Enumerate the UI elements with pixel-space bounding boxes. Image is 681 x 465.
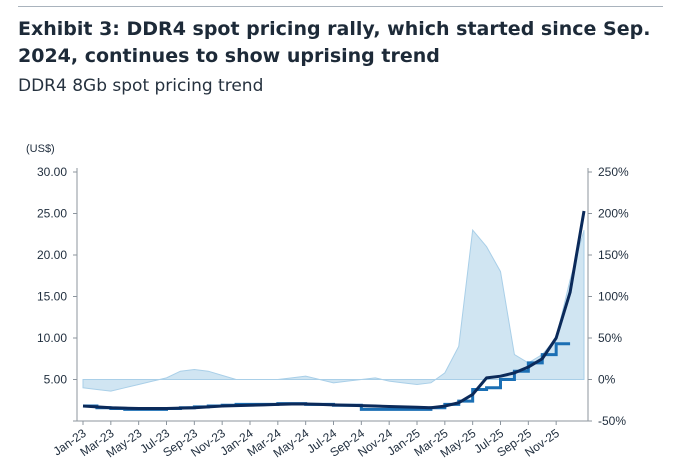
y-tick-label: 15.00 <box>37 290 67 304</box>
chart-subtitle: DDR4 8Gb spot pricing trend <box>18 76 264 96</box>
exhibit-title: Exhibit 3: DDR4 spot pricing rally, whic… <box>18 18 651 67</box>
spot-price-line <box>82 210 586 411</box>
y2-tick-label: 250% <box>598 165 629 179</box>
axes <box>73 168 592 425</box>
y2-tick-label: 150% <box>598 248 629 262</box>
y2-tick-label: 100% <box>598 290 629 304</box>
yoy-area-layer <box>82 228 585 392</box>
y-tick-label: 10.00 <box>37 331 67 345</box>
y2-tick-label: 0% <box>598 373 616 387</box>
y-unit-label: (US$) <box>26 143 55 155</box>
y-tick-label: 30.00 <box>37 165 67 179</box>
top-rule <box>18 6 663 7</box>
y-tick-label: 25.00 <box>37 207 67 221</box>
tick-labels: 5.00 10.00 15.00 20.00 25.00 30.00 -50% 0% 50% 10… <box>26 143 629 460</box>
yoy-change-area <box>82 228 585 392</box>
y2-tick-label: -50% <box>598 414 626 428</box>
y2-tick-label: 50% <box>598 331 622 345</box>
series-lines <box>82 210 586 411</box>
y-tick-label: 20.00 <box>37 248 67 262</box>
y-tick-label: 5.00 <box>44 373 68 387</box>
y2-tick-label: 200% <box>598 207 629 221</box>
